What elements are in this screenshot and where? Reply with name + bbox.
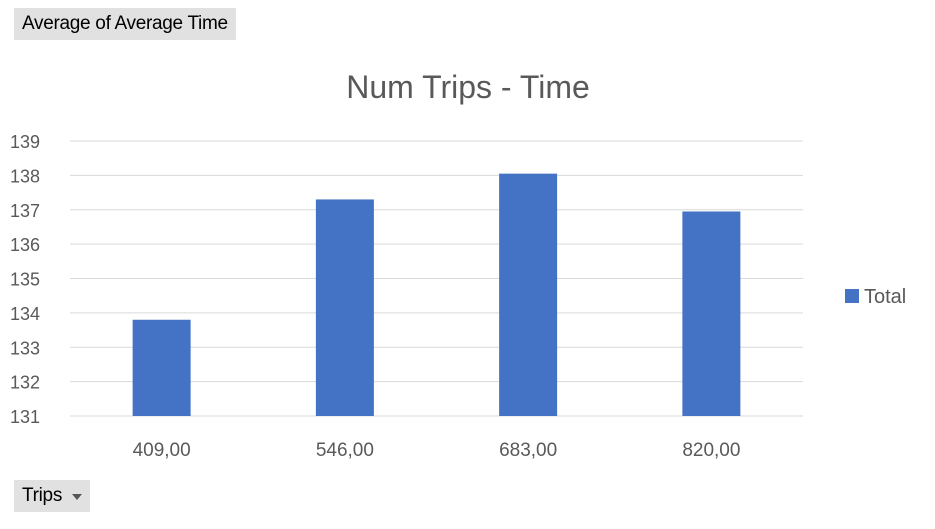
legend-label-total: Total	[864, 286, 906, 308]
bar-409,00[interactable]	[132, 319, 191, 416]
y-tick-label: 133	[10, 338, 40, 358]
bar-546,00[interactable]	[315, 199, 374, 416]
x-tick-label: 820,00	[682, 440, 740, 461]
y-tick-label: 131	[10, 407, 40, 427]
y-tick-label: 139	[10, 132, 40, 152]
bar-683,00[interactable]	[499, 173, 558, 416]
axis-field-label: Trips	[22, 485, 63, 506]
y-tick-label: 136	[10, 235, 40, 255]
bar-820,00[interactable]	[682, 211, 741, 416]
y-tick-label: 137	[10, 201, 40, 221]
value-field-button[interactable]: Average of Average Time	[14, 8, 236, 40]
dropdown-arrow-icon[interactable]	[72, 494, 83, 500]
legend-swatch-total	[845, 289, 859, 303]
x-tick-label: 546,00	[316, 440, 374, 461]
y-tick-label: 132	[10, 373, 40, 393]
axis-field-button[interactable]: Trips	[14, 480, 91, 512]
y-tick-label: 135	[10, 270, 40, 290]
y-tick-label: 134	[10, 304, 40, 324]
value-field-label: Average of Average Time	[22, 13, 228, 34]
x-tick-label: 409,00	[133, 440, 191, 461]
x-tick-label: 683,00	[499, 440, 557, 461]
y-tick-label: 138	[10, 166, 40, 186]
legend: Total	[845, 286, 906, 308]
chart-title: Num Trips - Time	[346, 69, 590, 105]
